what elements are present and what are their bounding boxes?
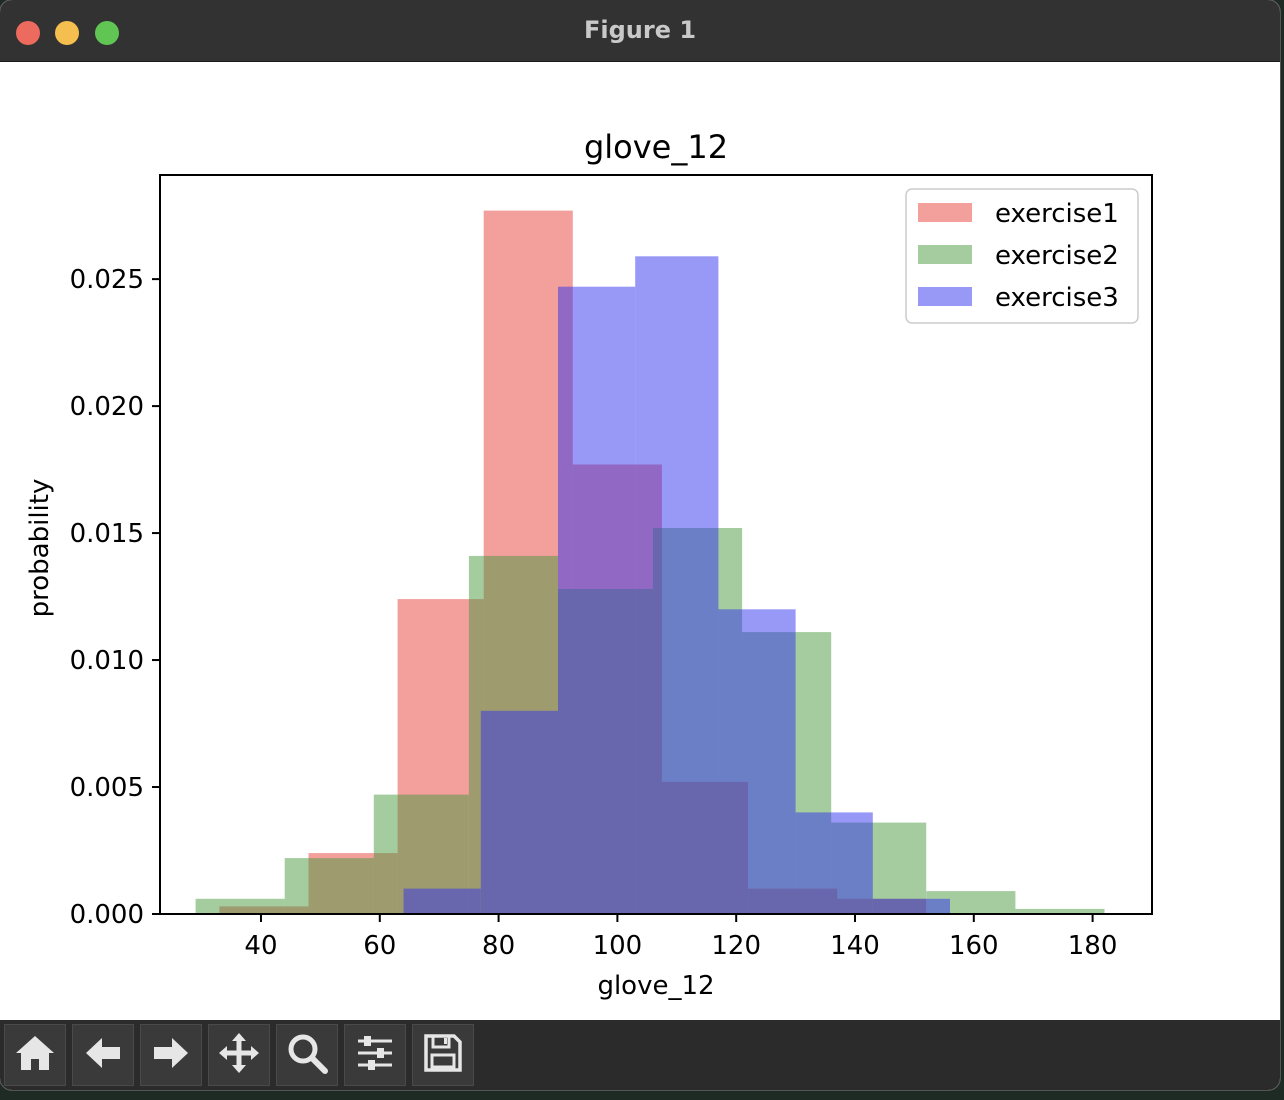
x-tick-label: 60 xyxy=(363,931,396,961)
save-floppy-icon xyxy=(420,1030,466,1080)
zoom-magnifier-button[interactable] xyxy=(276,1024,338,1086)
title-bar: Figure 1 xyxy=(0,0,1280,62)
y-tick-label: 0.000 xyxy=(70,900,144,930)
pan-move-icon xyxy=(216,1030,262,1080)
y-tick-label: 0.020 xyxy=(70,392,144,422)
y-tick-label: 0.010 xyxy=(70,646,144,676)
y-tick-label: 0.005 xyxy=(70,773,144,803)
navigation-toolbar xyxy=(0,1020,1280,1090)
bar-exercise2-1 xyxy=(284,858,374,914)
pan-move-button[interactable] xyxy=(208,1024,270,1086)
legend-swatch-exercise3 xyxy=(918,287,972,306)
configure-subplots-button[interactable] xyxy=(344,1024,406,1086)
bar-exercise3-1 xyxy=(480,710,558,914)
x-tick-label: 80 xyxy=(482,931,515,961)
maximize-window-button[interactable] xyxy=(95,21,119,45)
figure-canvas[interactable]: glove_12 40 60 80 100 120 140 160 180 0.000 0.00… xyxy=(0,62,1280,1020)
legend-swatch-exercise1 xyxy=(918,203,972,222)
chart-title: glove_12 xyxy=(584,128,728,166)
home-icon xyxy=(12,1030,58,1080)
close-window-button[interactable] xyxy=(16,21,40,45)
save-floppy-button[interactable] xyxy=(412,1024,474,1086)
window-title: Figure 1 xyxy=(583,16,697,44)
configure-subplots-icon xyxy=(352,1030,398,1080)
plot-area-frame xyxy=(159,174,1153,915)
y-tick-label: 0.015 xyxy=(70,519,144,549)
bar-exercise3-2 xyxy=(558,286,636,914)
minimize-window-button[interactable] xyxy=(55,21,79,45)
y-axis-label: probability xyxy=(25,479,55,618)
bar-exercise2-0 xyxy=(195,898,285,914)
bar-exercise2-9 xyxy=(1015,908,1105,914)
x-tick-label: 160 xyxy=(949,931,999,961)
x-tick-label: 40 xyxy=(244,931,277,961)
zoom-magnifier-icon xyxy=(284,1030,330,1080)
x-tick-label: 140 xyxy=(830,931,880,961)
bar-exercise3-3 xyxy=(635,256,719,914)
x-tick-label: 120 xyxy=(711,931,761,961)
bar-exercise3-0 xyxy=(403,888,481,914)
x-tick-label: 100 xyxy=(593,931,643,961)
legend-label-exercise1: exercise1 xyxy=(995,199,1119,229)
forward-arrow-icon xyxy=(148,1030,194,1080)
legend-label-exercise3: exercise3 xyxy=(995,283,1119,313)
back-arrow-icon xyxy=(80,1030,126,1080)
bar-exercise3-6 xyxy=(872,898,950,914)
home-button[interactable] xyxy=(4,1024,66,1086)
histogram-chart: glove_12 40 60 80 100 120 140 160 180 0.000 0.00… xyxy=(25,128,1153,1001)
legend: exercise1 exercise2 exercise3 xyxy=(905,188,1139,324)
legend-swatch-exercise2 xyxy=(918,245,972,264)
x-axis-label: glove_12 xyxy=(597,971,714,1001)
y-tick-label: 0.025 xyxy=(70,265,144,295)
legend-label-exercise2: exercise2 xyxy=(995,241,1119,271)
bar-exercise3-5 xyxy=(795,812,873,914)
back-arrow-button[interactable] xyxy=(72,1024,134,1086)
bar-exercise3-4 xyxy=(718,609,796,914)
forward-arrow-button[interactable] xyxy=(140,1024,202,1086)
x-tick-label: 180 xyxy=(1068,931,1118,961)
